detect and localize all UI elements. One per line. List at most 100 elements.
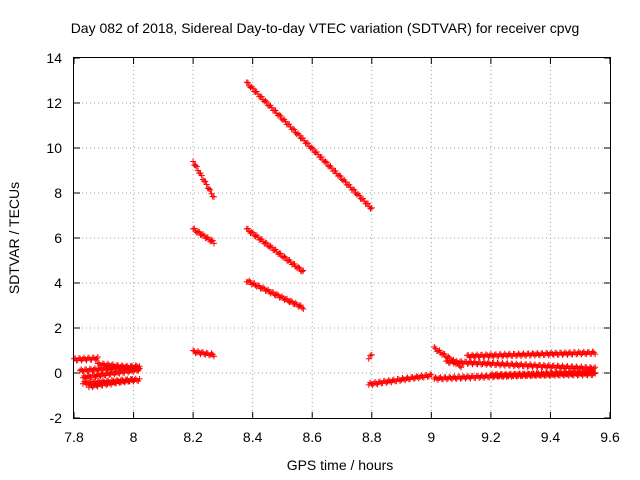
data-point — [258, 93, 265, 100]
data-point — [272, 107, 279, 114]
data-point — [260, 284, 267, 291]
data-point — [89, 384, 96, 391]
data-point — [592, 364, 599, 371]
data-point — [288, 261, 295, 268]
data-point — [207, 186, 214, 193]
data-point — [502, 352, 509, 359]
data-point — [256, 282, 263, 289]
data-point — [530, 362, 537, 369]
y-tick-label: 8 — [54, 185, 62, 201]
data-point — [104, 360, 111, 367]
data-point — [554, 362, 561, 369]
data-point — [295, 264, 302, 271]
data-point — [210, 193, 217, 200]
data-point — [547, 363, 554, 370]
data-point — [516, 370, 523, 377]
data-point — [499, 353, 506, 360]
data-point — [94, 354, 101, 361]
data-point — [118, 362, 125, 369]
data-point — [543, 364, 550, 371]
y-tick-label: -2 — [50, 410, 63, 426]
data-point — [353, 191, 360, 198]
data-point — [122, 363, 129, 370]
data-point — [351, 186, 358, 193]
data-point — [520, 371, 527, 378]
data-point — [282, 118, 289, 125]
data-point — [249, 85, 256, 92]
data-point — [190, 158, 197, 165]
data-point — [244, 225, 251, 232]
data-point — [196, 228, 203, 235]
data-point — [387, 378, 394, 385]
data-point — [295, 303, 302, 310]
data-point — [270, 289, 277, 296]
data-point — [92, 356, 99, 363]
data-point — [368, 204, 375, 211]
data-point — [438, 351, 445, 358]
data-point — [336, 172, 343, 179]
data-point — [299, 268, 306, 275]
data-point — [277, 294, 284, 301]
data-point — [456, 358, 463, 365]
x-tick-label: 8.2 — [183, 429, 203, 445]
data-point — [92, 373, 99, 380]
data-point — [346, 181, 353, 188]
data-point — [458, 364, 465, 371]
data-point — [583, 371, 590, 378]
data-point — [130, 377, 137, 384]
data-point — [400, 376, 407, 383]
x-tick-label: 8.6 — [302, 429, 322, 445]
data-point — [99, 360, 106, 367]
data-point — [275, 251, 282, 258]
data-point — [308, 144, 315, 151]
data-point — [191, 225, 198, 232]
data-point — [326, 163, 333, 170]
data-point — [252, 233, 259, 240]
data-point — [489, 352, 496, 359]
data-point — [529, 350, 536, 357]
data-point — [563, 363, 570, 370]
data-point — [285, 257, 292, 264]
data-point — [483, 361, 490, 368]
data-point — [82, 374, 89, 381]
data-point — [470, 359, 477, 366]
data-point — [545, 352, 552, 359]
data-point — [136, 365, 143, 372]
data-point — [559, 351, 566, 358]
data-point — [492, 371, 499, 378]
data-point — [300, 305, 307, 312]
data-point — [82, 356, 89, 363]
data-point — [445, 353, 452, 360]
data-point — [546, 372, 553, 379]
data-point — [78, 357, 85, 364]
data-point — [268, 244, 275, 251]
data-point — [536, 372, 543, 379]
data-point — [84, 355, 91, 362]
data-point — [193, 163, 200, 170]
data-point — [471, 354, 478, 361]
data-point — [365, 200, 372, 207]
data-point — [549, 370, 556, 377]
data-point — [566, 371, 573, 378]
data-point — [296, 131, 303, 138]
data-point — [276, 111, 283, 118]
data-point — [195, 228, 202, 235]
data-point — [491, 351, 498, 358]
data-point — [289, 125, 296, 132]
data-point — [84, 373, 91, 380]
data-point — [569, 371, 576, 378]
data-point — [502, 370, 509, 377]
data-point — [283, 295, 290, 302]
x-tick-label: 7.8 — [64, 429, 84, 445]
data-point — [258, 236, 265, 243]
data-point — [521, 352, 528, 359]
data-point — [263, 98, 270, 105]
x-tick-labels: 7.8 8 8.2 8.4 8.6 8.8 9 9.2 9.4 9.6 — [64, 429, 620, 445]
data-point — [389, 377, 396, 384]
data-point — [517, 361, 524, 368]
data-point — [202, 178, 209, 185]
plot-frame — [73, 57, 611, 419]
data-point — [505, 351, 512, 358]
data-point — [540, 361, 547, 368]
data-point — [262, 97, 269, 104]
